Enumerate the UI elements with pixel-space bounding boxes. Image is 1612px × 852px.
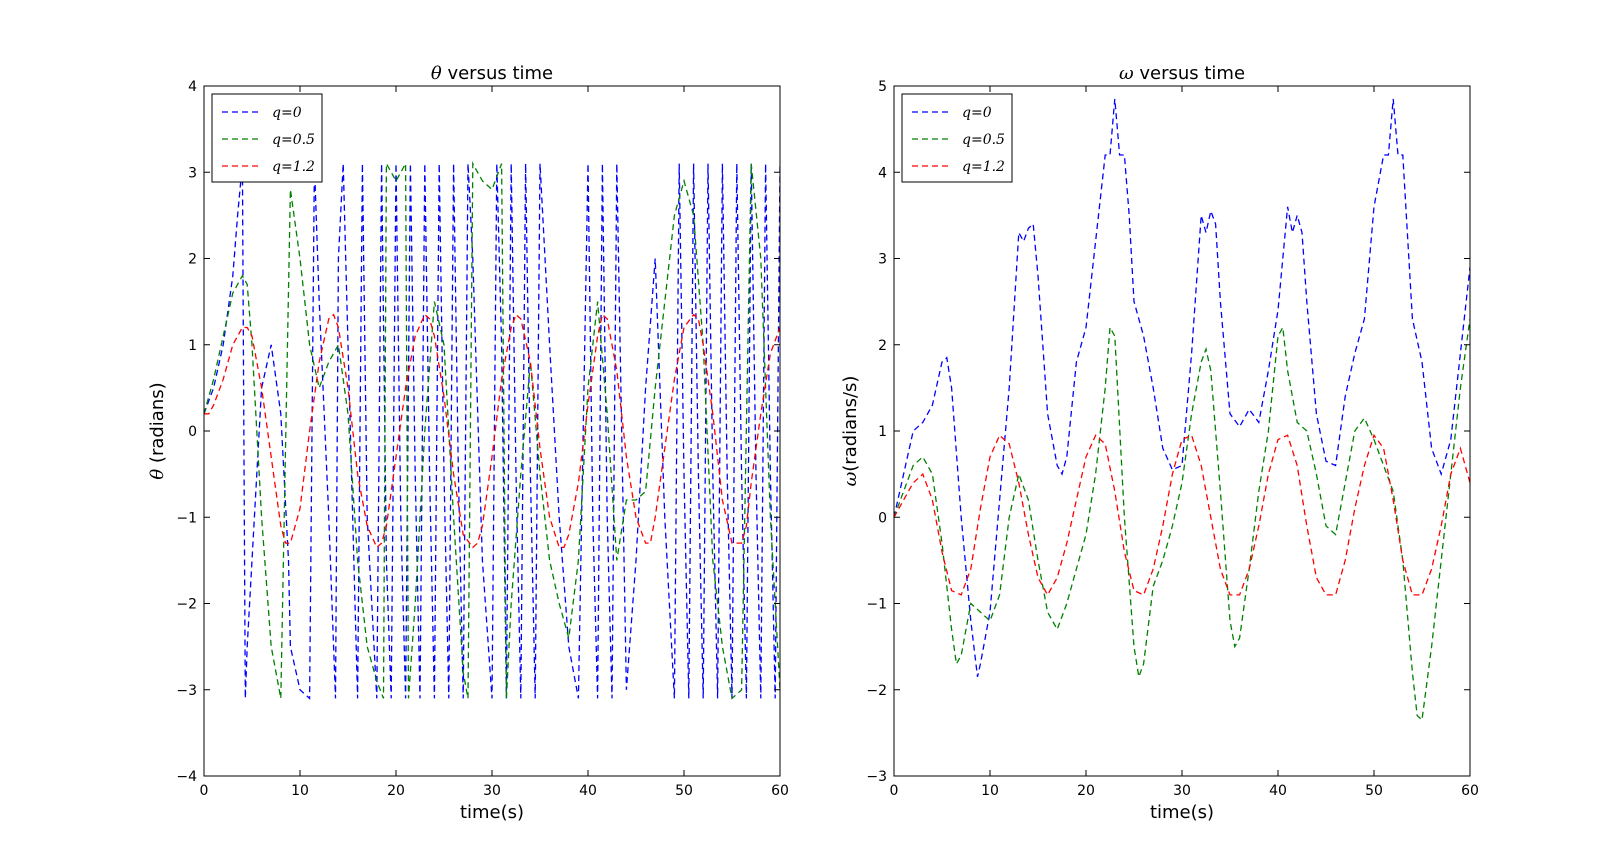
x-tick-label: 0 xyxy=(200,783,209,799)
legend-entry: q=0.5 xyxy=(272,132,315,148)
x-tick-label: 50 xyxy=(1365,783,1383,799)
y-tick-label: −1 xyxy=(866,597,887,613)
y-tick-label: −3 xyxy=(176,683,197,699)
x-axis-label: time(s) xyxy=(460,802,524,823)
series-layer xyxy=(204,161,780,700)
y-tick-label: 5 xyxy=(878,79,887,95)
x-tick-label: 40 xyxy=(579,783,597,799)
y-axis-label: ω(radians/s) xyxy=(840,376,861,487)
chart-title: ω versus time xyxy=(1119,63,1245,84)
y-tick-label: 0 xyxy=(188,424,197,440)
y-tick-label: 2 xyxy=(188,252,197,268)
x-tick-label: 60 xyxy=(1461,783,1479,799)
y-tick-label: 3 xyxy=(878,252,887,268)
x-tick-label: 60 xyxy=(771,783,789,799)
legend: q=0 q=0.5 q=1.2 xyxy=(211,93,323,183)
ticks-layer: 0 10 20 30 40 50 60 −3 −2 −1 0 1 2 3 4 5 xyxy=(866,79,1479,799)
y-tick-label: −2 xyxy=(176,597,197,613)
legend-entry: q=0 xyxy=(272,105,302,121)
x-tick-label: 30 xyxy=(1173,783,1191,799)
series-line-2 xyxy=(204,313,780,549)
y-tick-label: 3 xyxy=(188,165,197,181)
legend-entry: q=0 xyxy=(962,105,992,121)
x-tick-label: 10 xyxy=(981,783,999,799)
legend: q=0 q=0.5 q=1.2 xyxy=(901,93,1013,183)
x-tick-label: 20 xyxy=(387,783,405,799)
legend-box xyxy=(211,93,323,183)
omega-chart: ω versus time 0 10 20 30 40 50 60−3−2−1012345 … xyxy=(840,63,1479,823)
legend-entry: q=1.2 xyxy=(272,159,315,175)
y-tick-label: 0 xyxy=(878,510,887,526)
legend-entry: q=0.5 xyxy=(962,132,1005,148)
x-axis-label: time(s) xyxy=(1150,802,1214,823)
y-tick-label: 4 xyxy=(188,79,197,95)
y-tick-label: 2 xyxy=(878,338,887,354)
series-line-0 xyxy=(894,98,1470,677)
series-line-0 xyxy=(204,163,780,700)
series-line-1 xyxy=(894,318,1470,722)
y-tick-label: 1 xyxy=(878,424,887,440)
y-tick-label: −1 xyxy=(176,510,197,526)
ticks-layer: 0 10 20 30 40 50 60 −4 −3 −2 −1 0 1 2 3 4 xyxy=(176,79,789,799)
x-tick-label: 40 xyxy=(1269,783,1287,799)
y-tick-label: −2 xyxy=(866,683,887,699)
series-layer xyxy=(894,98,1470,722)
x-tick-label: 20 xyxy=(1077,783,1095,799)
y-tick-label: −3 xyxy=(866,769,887,785)
y-axis-label: θ (radians) xyxy=(147,382,168,479)
series-line-2 xyxy=(894,433,1470,597)
series-line-1 xyxy=(204,161,780,700)
x-tick-label: 10 xyxy=(291,783,309,799)
y-tick-label: −4 xyxy=(176,769,197,785)
x-tick-label: 30 xyxy=(483,783,501,799)
y-tick-label: 1 xyxy=(188,338,197,354)
x-tick-label: 50 xyxy=(675,783,693,799)
chart-title: θ versus time xyxy=(431,63,553,84)
x-tick-label: 0 xyxy=(890,783,899,799)
legend-entry: q=1.2 xyxy=(962,159,1005,175)
y-tick-label: 4 xyxy=(878,165,887,181)
legend-box xyxy=(901,93,1013,183)
theta-chart: θ versus time 0 10 20 30 40 50 60 −4 −3 −2 −1 0 1 2 3 4… xyxy=(147,63,789,823)
